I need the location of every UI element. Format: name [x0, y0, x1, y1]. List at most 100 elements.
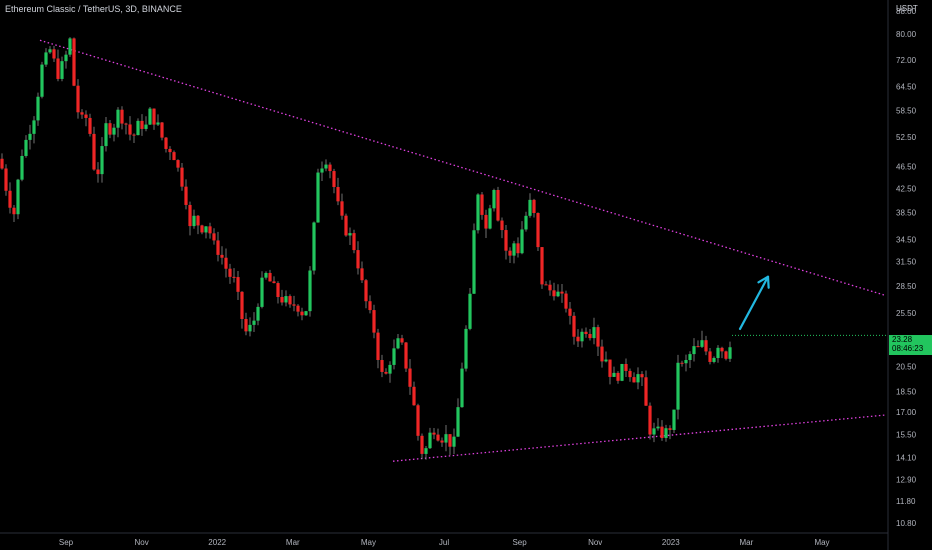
candle-body	[24, 139, 28, 156]
candle	[488, 204, 492, 230]
candle	[472, 223, 476, 294]
candle	[420, 433, 424, 460]
candle	[52, 45, 56, 62]
candle	[708, 347, 712, 365]
candle-body	[376, 332, 380, 360]
candle	[496, 186, 500, 222]
candle	[460, 362, 464, 408]
candle-body	[468, 293, 472, 329]
candle-body	[676, 362, 680, 410]
candle-body	[636, 374, 640, 383]
y-tick-label: 11.80	[896, 497, 916, 506]
last-price-badge: 23.28 08:46:23	[889, 335, 932, 355]
candle-body	[244, 318, 248, 332]
candle	[636, 367, 640, 390]
candle-body	[116, 109, 120, 128]
candle-body	[340, 201, 344, 216]
candle-body	[264, 272, 268, 278]
candle-body	[192, 215, 196, 227]
candle	[204, 226, 208, 239]
candle	[232, 268, 236, 283]
candle	[436, 428, 440, 442]
candle-body	[72, 38, 76, 86]
candle	[272, 276, 276, 284]
candle	[416, 403, 420, 441]
candle-body	[384, 371, 388, 374]
candle	[484, 209, 488, 238]
candle-body	[436, 434, 440, 441]
candle	[328, 162, 332, 179]
candle	[240, 291, 244, 329]
candle-body	[360, 268, 364, 281]
candle-body	[308, 270, 312, 312]
candle	[116, 107, 120, 138]
candle	[616, 371, 620, 384]
candle-body	[604, 359, 608, 362]
candle	[520, 221, 524, 255]
candle	[656, 418, 660, 431]
candle	[12, 204, 16, 222]
countdown-timer: 08:46:23	[892, 344, 924, 353]
candle	[20, 149, 24, 182]
candle	[16, 178, 20, 220]
candle-body	[180, 167, 184, 187]
candle-body	[688, 354, 692, 360]
y-tick-label: 12.90	[896, 475, 917, 484]
y-tick-label: 46.50	[896, 163, 917, 172]
candle	[200, 224, 204, 235]
candle	[172, 150, 176, 161]
candle-body	[316, 172, 320, 223]
candle	[320, 161, 324, 182]
candle	[188, 201, 192, 236]
candle-body	[632, 377, 636, 383]
candle-body	[560, 291, 564, 294]
candle-body	[720, 347, 724, 352]
candle-body	[352, 233, 356, 251]
y-tick-label: 64.50	[896, 83, 917, 92]
candle	[4, 164, 8, 196]
candle-body	[412, 386, 416, 406]
candle	[400, 334, 404, 345]
candle-body	[344, 215, 348, 236]
candle	[228, 263, 232, 284]
candle-body	[320, 168, 324, 173]
candle-body	[132, 134, 136, 136]
candle-body	[584, 331, 588, 334]
candle	[612, 366, 616, 378]
candle-body	[428, 432, 432, 449]
y-tick-label: 10.80	[896, 519, 917, 528]
y-tick-label: 18.50	[896, 387, 917, 396]
candle-body	[60, 61, 64, 79]
candle-body	[432, 432, 436, 435]
candle-body	[328, 164, 332, 172]
candle	[104, 117, 108, 152]
candle-body	[712, 357, 716, 362]
candle-body	[668, 428, 672, 430]
candle-body	[312, 222, 316, 271]
trendline-resistance	[39, 39, 887, 297]
candle	[128, 116, 132, 141]
candle	[332, 168, 336, 194]
candle-body	[164, 137, 168, 149]
candle	[716, 345, 720, 363]
projection-arrow-shaft	[738, 275, 770, 331]
candle	[192, 209, 196, 229]
candle-body	[168, 148, 172, 153]
candle	[296, 304, 300, 317]
candle	[620, 363, 624, 382]
candle-body	[692, 346, 696, 355]
candle	[324, 159, 328, 172]
candle	[236, 270, 240, 301]
candle	[140, 114, 144, 136]
candle	[720, 346, 724, 359]
candle-body	[592, 327, 596, 339]
candle-body	[324, 164, 328, 169]
candle	[364, 278, 368, 309]
candle	[588, 328, 592, 341]
candle-body	[624, 363, 628, 371]
currency-label: USDT	[896, 4, 918, 13]
candle-body	[208, 226, 212, 234]
candle	[28, 124, 32, 150]
candle	[180, 163, 184, 191]
